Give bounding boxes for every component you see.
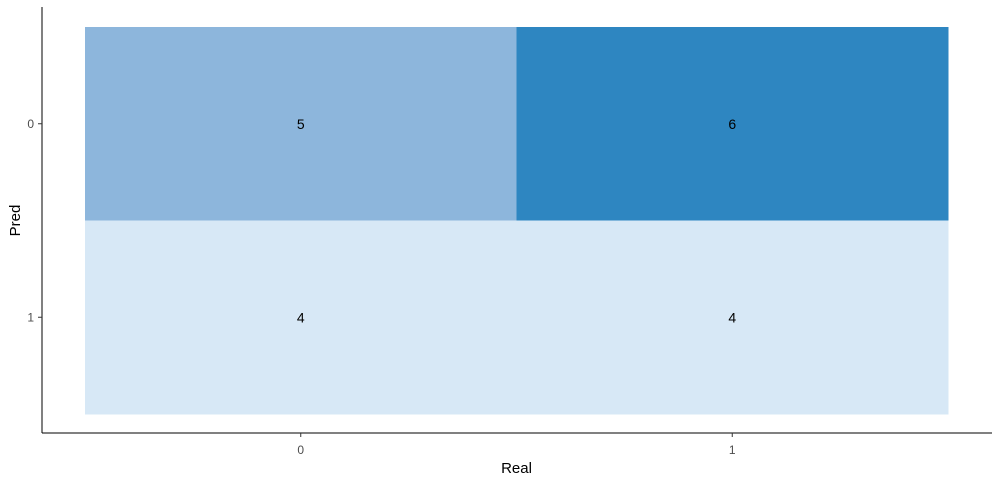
heatmap-cell-real-0-pred-0	[85, 27, 517, 221]
cell-value-label: 4	[297, 309, 305, 325]
x-tick-label: 1	[729, 443, 736, 457]
x-tick-label: 0	[297, 443, 304, 457]
y-tick-label: 0	[27, 117, 34, 131]
y-axis-ticks: 01	[27, 117, 42, 324]
y-tick-label: 1	[27, 310, 34, 324]
x-axis-title: Real	[501, 460, 532, 477]
cell-value-label: 5	[297, 116, 305, 132]
cell-value-labels: 5 6 4 4	[297, 116, 737, 326]
y-axis-title: Pred	[7, 205, 24, 237]
heatmap-cell-real-1-pred-1	[516, 220, 949, 415]
cell-value-label: 6	[728, 116, 736, 132]
heatmap-cells	[85, 27, 949, 415]
heatmap-cell-real-0-pred-1	[85, 220, 517, 415]
heatmap-cell-real-1-pred-0	[516, 27, 949, 221]
cell-value-label: 4	[728, 309, 736, 325]
